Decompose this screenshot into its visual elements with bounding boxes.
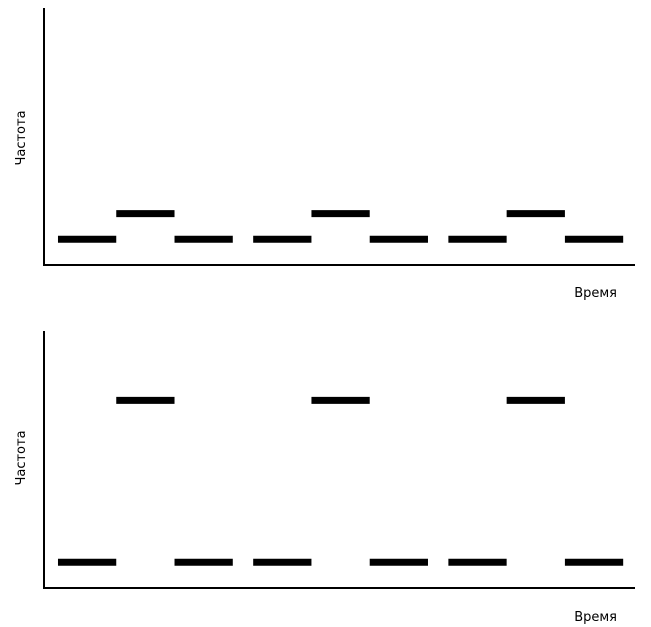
top-chart: Частота Время [14, 8, 635, 301]
bottom-chart: Частота Время [14, 331, 635, 625]
top-chart-segments [57, 210, 624, 243]
x-axis-title: Время [574, 286, 617, 301]
x-axis-title: Время [574, 610, 617, 625]
y-axis-title: Частота [14, 430, 29, 485]
bottom-chart-segments [57, 396, 624, 566]
y-axis-title: Частота [14, 110, 29, 165]
